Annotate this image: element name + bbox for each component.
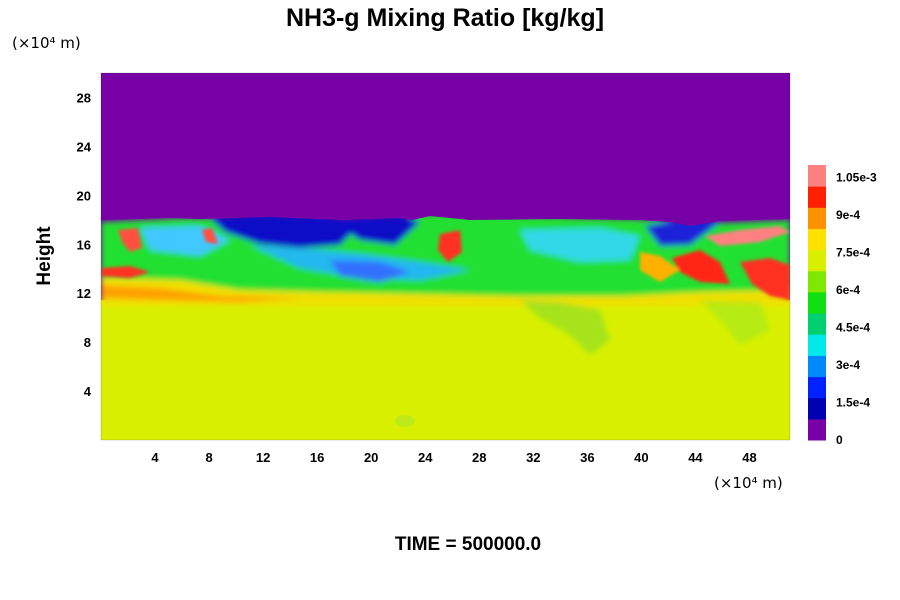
- x-tick-label: 24: [418, 450, 433, 465]
- time-label: TIME = 500000.0: [395, 534, 541, 555]
- plot-area: [101, 73, 790, 440]
- y-axis-unit: (×10⁴ m): [12, 34, 81, 52]
- x-tick-label: 48: [742, 450, 756, 465]
- colorbar-segment: [808, 207, 826, 229]
- colorbar-tick-label: 1.5e-4: [836, 396, 870, 410]
- lower-layer: [101, 300, 790, 440]
- x-tick-label: 4: [151, 450, 159, 465]
- x-axis-unit: (×10⁴ m): [714, 474, 783, 492]
- red-patch-right: [672, 250, 730, 284]
- x-tick-label: 44: [688, 450, 703, 465]
- y-tick-label: 20: [77, 188, 91, 203]
- y-axis-label: Height: [34, 226, 55, 286]
- x-tick-label: 40: [634, 450, 648, 465]
- x-tick-label: 28: [472, 450, 486, 465]
- plume-green-2: [700, 300, 770, 345]
- y-tick-label: 24: [77, 139, 92, 154]
- colorbar-segment: [808, 355, 826, 378]
- colorbar-segment: [808, 270, 826, 293]
- colorbar-tick-label: 1.05e-3: [836, 171, 877, 185]
- y-axis-ticks: 4 8 12 16 20 24 28: [77, 90, 92, 399]
- chart-title: NH3-g Mixing Ratio [kg/kg]: [286, 4, 604, 32]
- x-tick-label: 12: [256, 450, 270, 465]
- colorbar-tick-label: 7.5e-4: [836, 246, 870, 260]
- y-tick-label: 12: [77, 286, 91, 301]
- red-patch-mid: [438, 230, 462, 262]
- y-tick-label: 8: [84, 335, 91, 350]
- orange-patch-right: [640, 252, 680, 282]
- colorbar-segment: [808, 228, 826, 251]
- small-bubble: [395, 415, 415, 427]
- red-patch-mid-2: [202, 228, 218, 244]
- plume-green: [520, 300, 610, 355]
- colorbar-segment: [808, 376, 826, 399]
- colorbar-segment: [808, 418, 826, 441]
- colorbar-tick-label: 6e-4: [836, 283, 860, 297]
- plot-frame: [100, 72, 791, 441]
- mixing-cyan-zone-2: [520, 228, 640, 262]
- colorbar-segment: [808, 397, 826, 420]
- y-tick-label: 4: [84, 384, 92, 399]
- colorbar-segment: [808, 249, 826, 272]
- red-patch-left-top: [118, 228, 142, 252]
- colorbar-tick-label: 0: [836, 433, 843, 447]
- colorbar: [808, 165, 826, 441]
- colorbar-segment: [808, 313, 826, 335]
- x-tick-label: 32: [526, 450, 540, 465]
- pink-patch-right: [705, 226, 790, 246]
- red-patch-left: [101, 266, 150, 278]
- colorbar-segment: [808, 186, 826, 208]
- colorbar-tick-label: 4.5e-4: [836, 321, 870, 335]
- x-axis-ticks: 4 8 12 16 20 24 28 32 36 40 44 48: [151, 450, 756, 465]
- colorbar-segment: [808, 334, 826, 356]
- colorbar-ticks: 0 1.5e-4 3e-4 4.5e-4 6e-4 7.5e-4 9e-4 1.05e-3: [836, 171, 877, 448]
- mixing-darkblue-fringe-3: [645, 218, 720, 246]
- colorbar-segment: [808, 291, 826, 314]
- colorbar-segment: [808, 165, 826, 187]
- mixing-orange-band: [101, 285, 300, 302]
- colorbar-tick-label: 3e-4: [836, 358, 860, 372]
- mixing-darkblue-fringe: [210, 214, 360, 248]
- x-tick-label: 36: [580, 450, 594, 465]
- mixing-darkblue-fringe-2: [330, 216, 420, 245]
- mixing-top-edge: [101, 73, 790, 226]
- x-tick-label: 20: [364, 450, 378, 465]
- colorbar-tick-label: 9e-4: [836, 208, 860, 222]
- mixing-details: [101, 226, 790, 300]
- y-tick-label: 16: [77, 237, 91, 252]
- mixing-cyan-zone-4: [330, 260, 410, 282]
- x-tick-label: 16: [310, 450, 324, 465]
- red-patch-right-2: [740, 258, 790, 300]
- y-tick-label: 28: [77, 90, 91, 105]
- x-tick-label: 8: [205, 450, 212, 465]
